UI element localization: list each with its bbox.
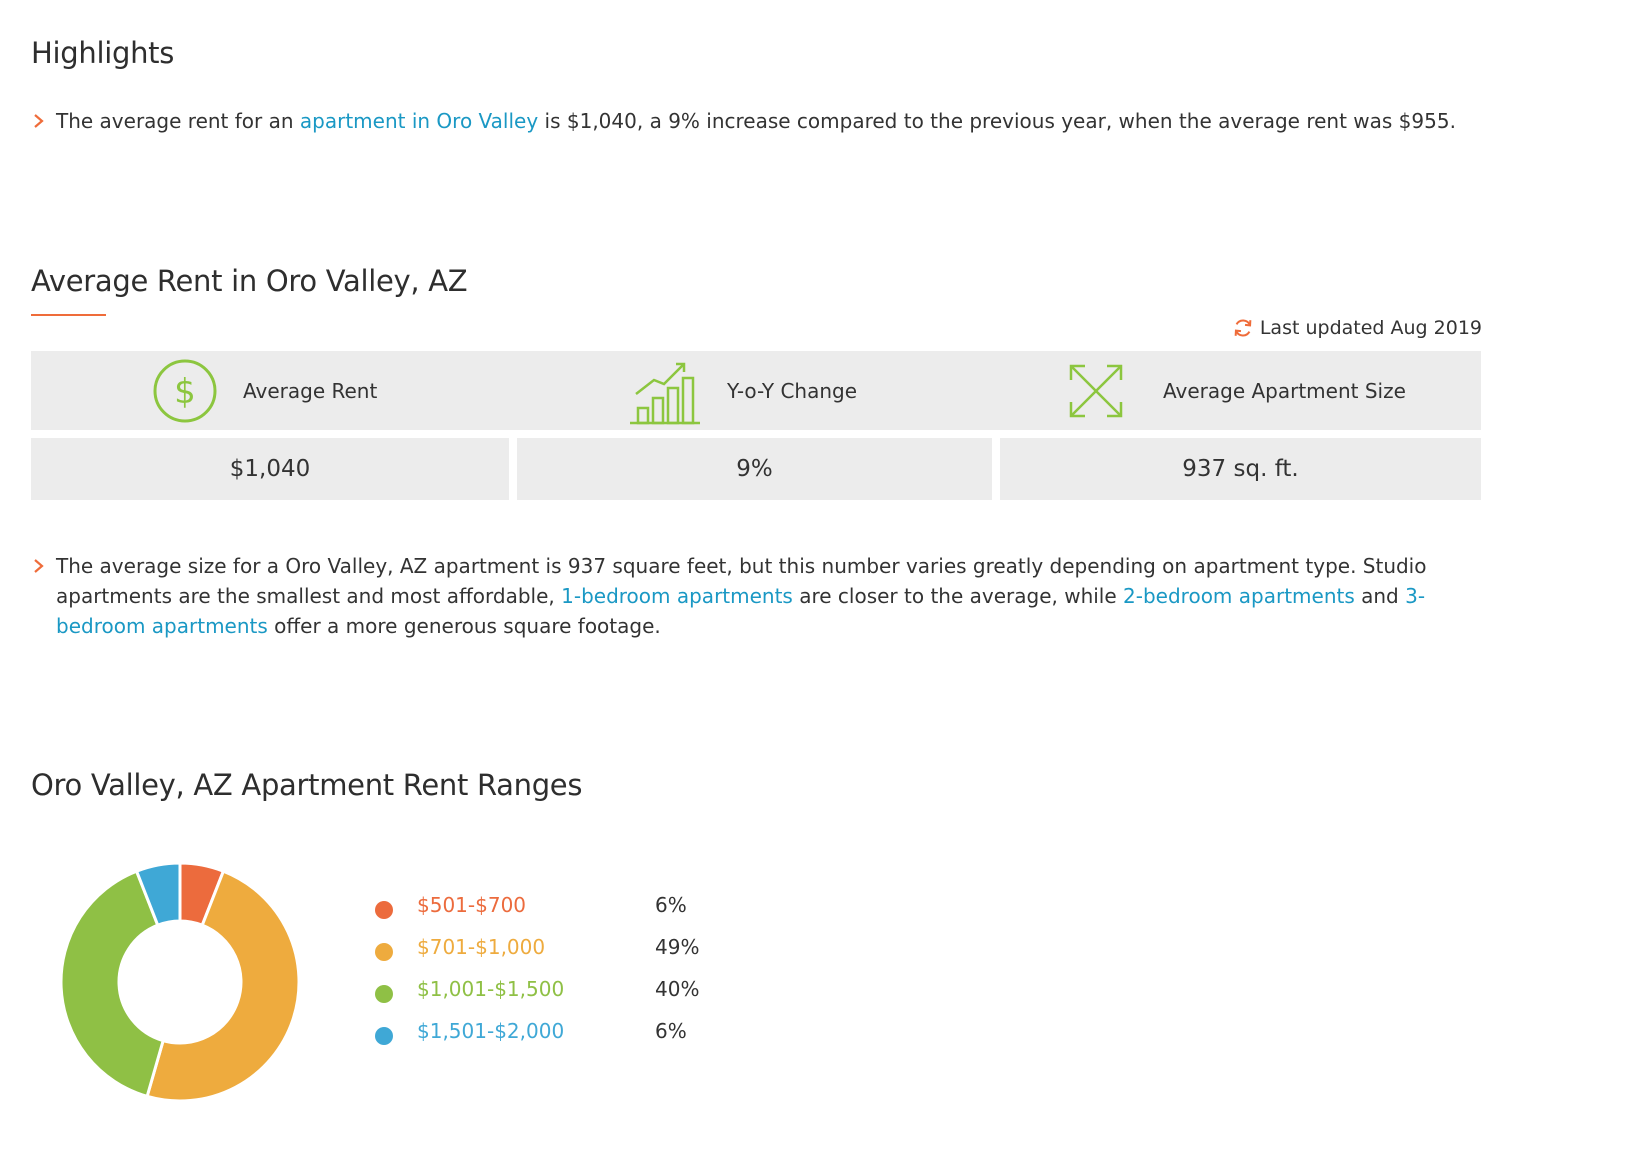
legend-label: $1,001-$1,500 xyxy=(417,977,565,1001)
legend-dot xyxy=(375,943,393,961)
average-rent-title: Average Rent in Oro Valley, AZ xyxy=(31,264,468,298)
apartment-in-oro-valley-link[interactable]: apartment in Oro Valley xyxy=(299,109,539,133)
legend-dot xyxy=(375,985,393,1003)
growth-chart-icon xyxy=(630,362,700,424)
dollar-circle-icon: $ xyxy=(153,359,217,422)
stat-label-yoy-change: Y-o-Y Change xyxy=(727,378,858,403)
highlight-text-1: The average rent for an xyxy=(56,109,300,133)
highlights-title: Highlights xyxy=(31,36,175,70)
two-bedroom-link[interactable]: 2-bedroom apartments xyxy=(1123,584,1355,608)
rent-ranges-title: Oro Valley, AZ Apartment Rent Ranges xyxy=(31,768,583,802)
chevron-right-icon xyxy=(34,559,44,573)
one-bedroom-link[interactable]: 1-bedroom apartments xyxy=(561,584,793,608)
stat-value-yoy-change: 9% xyxy=(517,438,992,500)
donut-slice-2[interactable] xyxy=(145,869,301,1103)
expand-arrows-icon xyxy=(1069,364,1123,417)
stat-label-average-rent: Average Rent xyxy=(243,378,378,403)
legend-dot xyxy=(375,901,393,919)
title-accent-underline xyxy=(31,314,106,316)
stat-average-size: Average Apartment Size xyxy=(1067,351,1406,430)
stats-header: $ Average Rent Y-o-Y Change xyxy=(31,351,1481,430)
donut-slice-4[interactable] xyxy=(134,861,182,928)
donut-slice-3[interactable] xyxy=(59,869,166,1099)
last-updated-text: Last updated Aug 2019 xyxy=(1259,317,1482,339)
chevron-right-icon xyxy=(34,114,44,128)
stat-average-rent: $ Average Rent xyxy=(152,351,377,430)
legend-percent: 40% xyxy=(655,977,700,1001)
highlight-item: The average rent for an apartment in Oro… xyxy=(31,106,1531,136)
legend-percent: 49% xyxy=(655,935,700,959)
legend-percent: 6% xyxy=(655,1019,687,1043)
legend-percent: 6% xyxy=(655,893,687,917)
legend-label: $701-$1,000 xyxy=(417,935,546,959)
description-text-3: and xyxy=(1354,584,1406,608)
last-updated: Last updated Aug 2019 xyxy=(1232,317,1482,339)
legend-label: $1,501-$2,000 xyxy=(417,1019,565,1043)
stat-value-average-rent: $1,040 xyxy=(31,438,509,500)
stat-label-average-size: Average Apartment Size xyxy=(1163,378,1406,403)
description-text-2: are closer to the average, while xyxy=(792,584,1124,608)
description-text-4: offer a more generous square footage. xyxy=(267,614,661,638)
legend-label: $501-$700 xyxy=(417,893,527,917)
stat-value-average-size: 937 sq. ft. xyxy=(1000,438,1481,500)
three-bedroom-link[interactable]: 3-bedroom apartments xyxy=(56,584,1426,638)
description-text-1: The average size for a Oro Valley, AZ ap… xyxy=(56,554,1427,608)
stat-yoy-change: Y-o-Y Change xyxy=(628,351,857,430)
highlight-text-2: is $1,040, a 9% increase compared to the… xyxy=(538,109,1456,133)
svg-text:$: $ xyxy=(174,372,196,412)
legend-dot xyxy=(375,1027,393,1045)
rent-ranges-donut-chart xyxy=(59,861,301,1103)
size-description: The average size for a Oro Valley, AZ ap… xyxy=(31,551,1481,641)
refresh-icon xyxy=(1234,319,1252,337)
